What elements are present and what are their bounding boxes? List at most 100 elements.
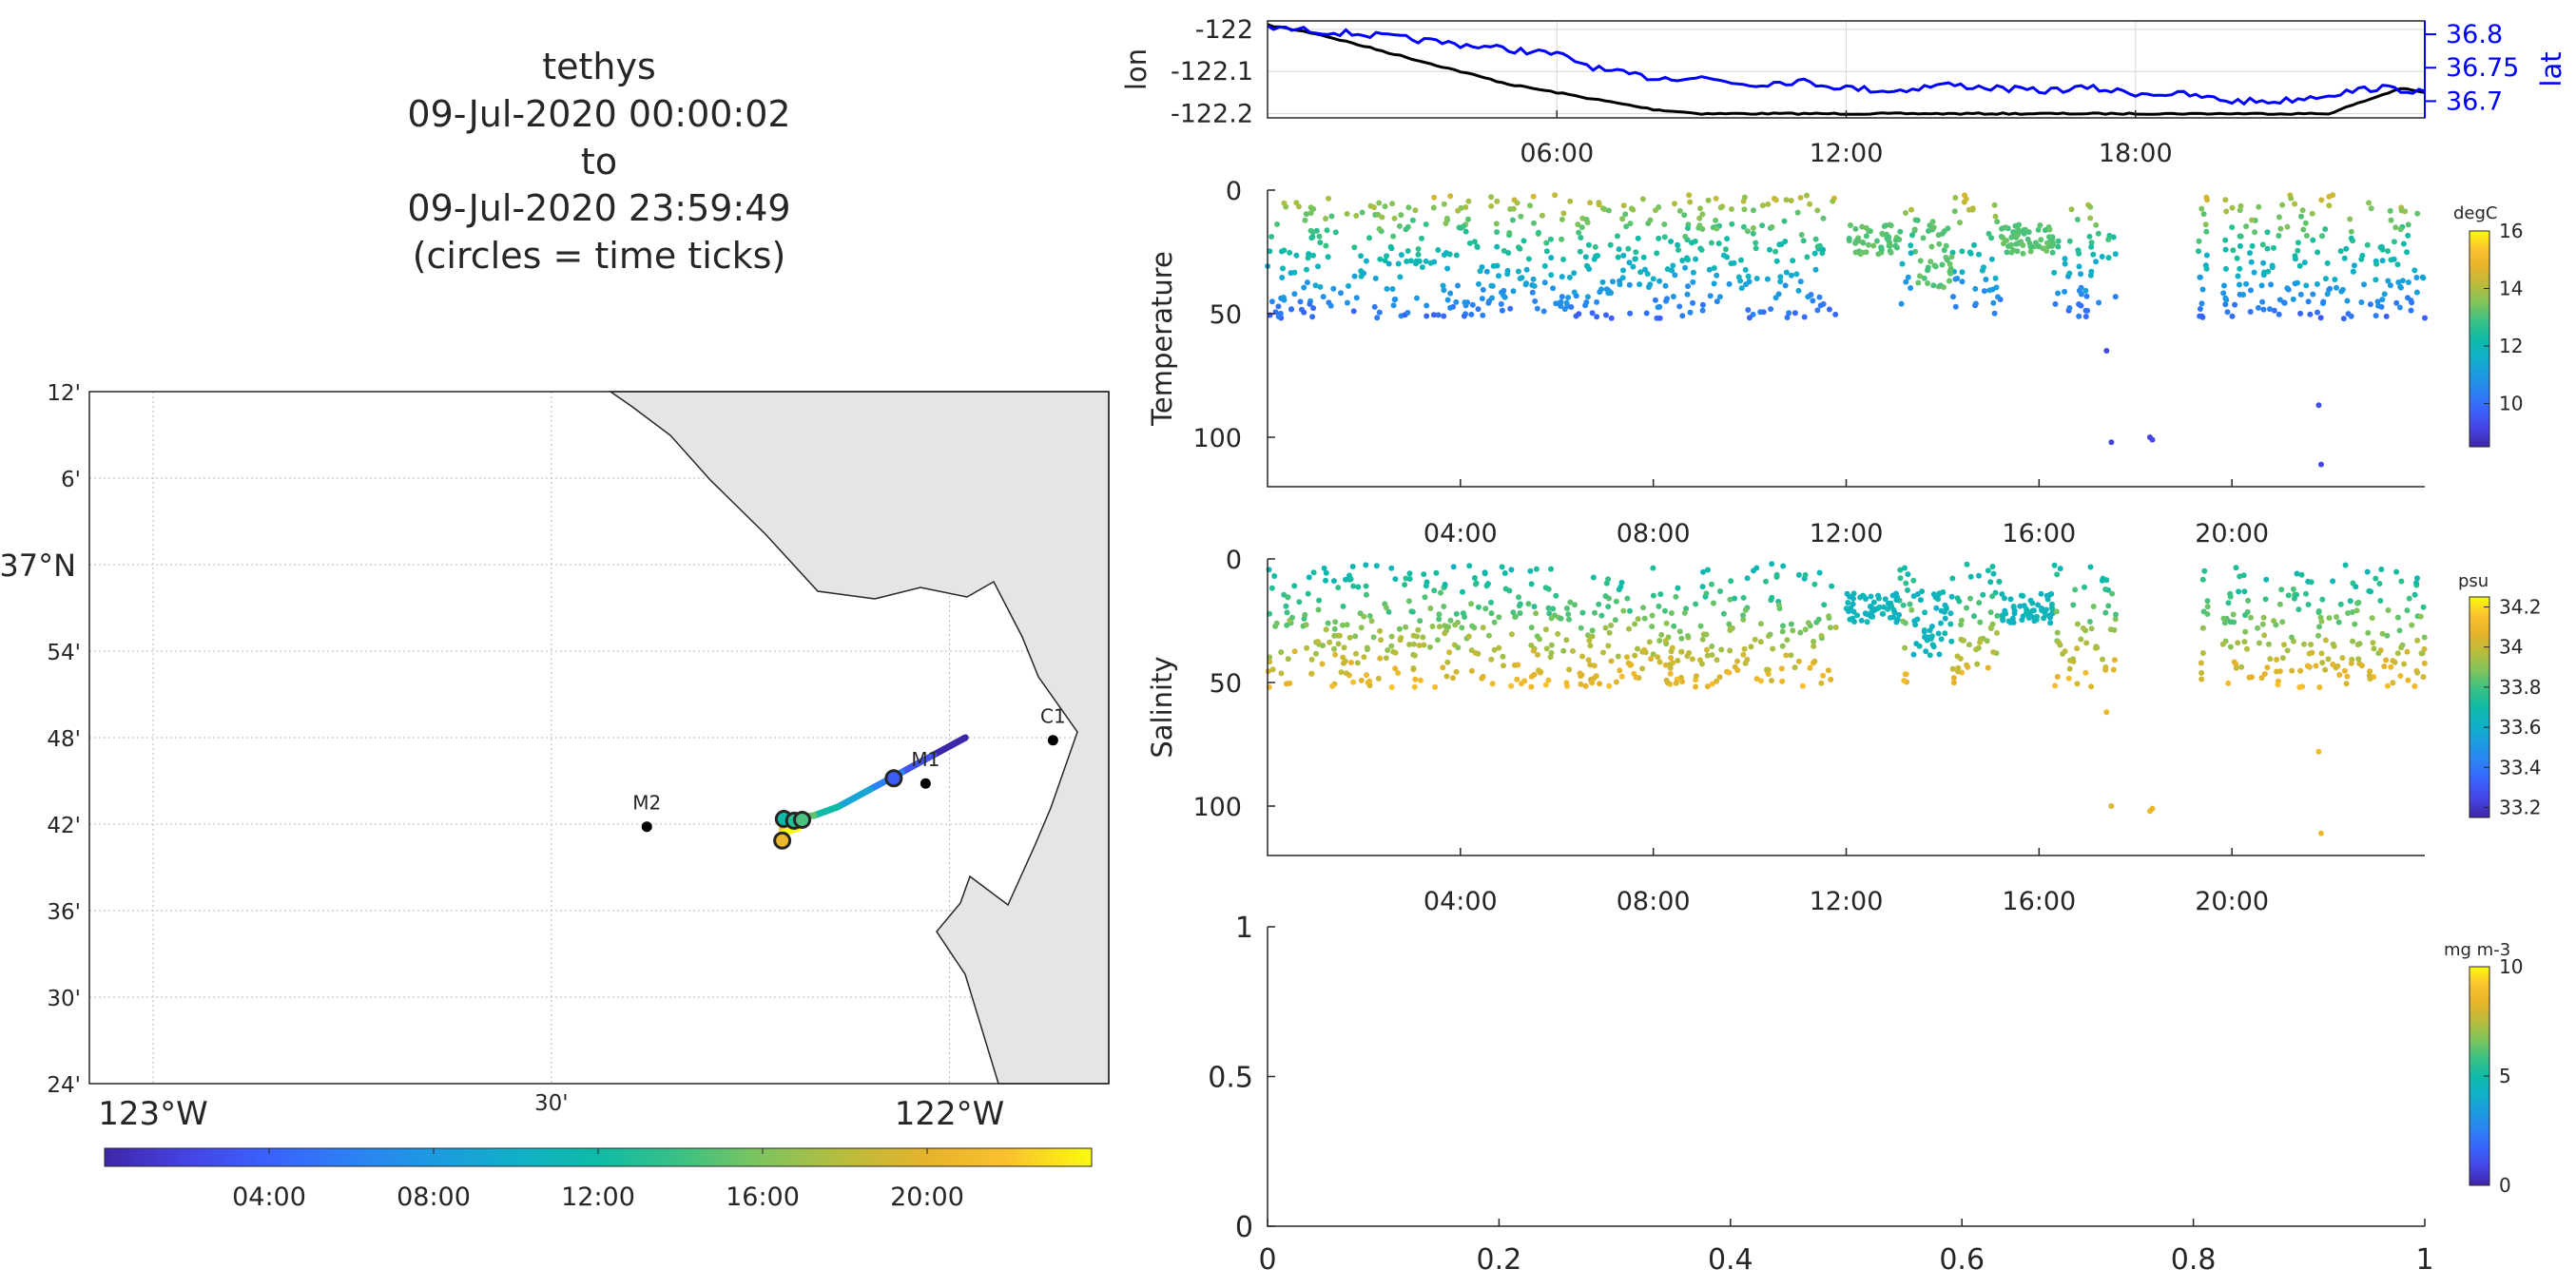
salinity-point — [1465, 633, 1472, 640]
salinity-point — [2033, 616, 2040, 623]
salinity-point — [1825, 667, 1831, 674]
temperature-point — [1675, 247, 1681, 253]
salinity-point — [1767, 631, 1773, 638]
temperature-point — [1423, 221, 1429, 227]
temperature-point — [1465, 198, 1472, 204]
time-tick-circle — [793, 810, 812, 829]
temperature-point — [1685, 225, 1691, 231]
salinity-point — [1484, 581, 1491, 587]
temperature-point — [2237, 242, 2243, 249]
salinity-point — [2385, 682, 2391, 689]
salinity-point — [2149, 805, 2156, 812]
salinity-point — [1352, 633, 1359, 640]
temperature-point — [1786, 310, 1792, 317]
temperature-point — [2008, 249, 2015, 256]
temperature-point — [1929, 219, 1936, 225]
salinity-point — [2198, 669, 2205, 676]
salinity-point — [1608, 658, 1615, 664]
temperature-point — [1309, 229, 1316, 236]
temperature-point — [1441, 201, 1447, 207]
salinity-point — [1468, 647, 1475, 654]
salinity-point — [1592, 609, 1598, 616]
station-label: M2 — [632, 792, 661, 815]
salinity-point — [2339, 655, 2346, 662]
temperature-point — [1316, 233, 1323, 240]
temperature-point — [1768, 306, 1774, 313]
temperature-point — [1817, 302, 1824, 309]
temperature-point — [2087, 215, 2094, 221]
temperature-point — [1384, 285, 1390, 292]
temperature-point — [1948, 254, 1955, 260]
salinity-point — [2317, 830, 2324, 836]
time-colorbar-tick-label: 16:00 — [726, 1182, 800, 1212]
salinity-point — [1460, 610, 1466, 617]
salinity-point — [1335, 641, 1342, 647]
temperature-point — [1444, 297, 1451, 303]
temperature-point — [1353, 295, 1360, 301]
salinity-point — [2074, 681, 2081, 687]
temperature-point — [1670, 294, 1676, 299]
temperature-point — [2027, 243, 2034, 250]
temperature-point — [2284, 285, 2291, 292]
temperature-point — [1462, 204, 1469, 210]
salinity-point — [1890, 614, 1897, 621]
temperature-point — [2013, 240, 2020, 247]
salinity-point — [1606, 629, 1613, 636]
salinity-point — [1548, 615, 1555, 622]
salinity-point — [1269, 666, 1276, 673]
salinity-point — [1863, 610, 1869, 617]
temperature-point — [1530, 276, 1537, 282]
temperature-point — [1927, 259, 1934, 265]
salinity-point — [2275, 682, 2281, 688]
salinity-point — [1977, 619, 1984, 625]
salinity-point — [1331, 645, 1337, 652]
salinity-point — [2235, 640, 2241, 646]
salinity-point — [1816, 569, 1823, 576]
salinity-point — [1868, 593, 1874, 600]
salinity-point — [1432, 683, 1439, 690]
salinity-point — [1727, 647, 1733, 654]
temperature-point — [2083, 293, 2090, 299]
salinity-point — [1768, 597, 1774, 604]
salinity-point — [1365, 646, 1370, 653]
temperature-point — [1764, 276, 1771, 282]
temperature-point — [1404, 310, 1411, 316]
temperature-point — [2385, 278, 2392, 284]
temperature-point — [1777, 274, 1784, 280]
temperature-point — [1724, 254, 1731, 260]
salinity-point — [2043, 592, 2050, 599]
salinity-point — [1315, 639, 1321, 645]
temperature-point — [2001, 240, 2006, 247]
chlorophyll-unit: mg m-3 — [2444, 940, 2510, 960]
temperature-point — [2366, 200, 2373, 206]
x-tick-label: 08:00 — [1617, 519, 1691, 548]
temperature-point — [1346, 282, 1351, 289]
salinity-point — [1488, 610, 1495, 617]
title-line-4: 09-Jul-2020 23:59:49 — [407, 187, 790, 229]
salinity-point — [1433, 569, 1440, 576]
temperature-point — [1552, 192, 1559, 199]
salinity-point — [2342, 562, 2349, 568]
salinity-point — [1471, 625, 1478, 631]
salinity-point — [2420, 674, 2427, 681]
salinity-point — [1949, 665, 1956, 672]
salinity-point — [1704, 683, 1711, 690]
salinity-point — [2027, 597, 2034, 604]
salinity-point — [2227, 590, 2234, 597]
temperature-point — [1403, 226, 1409, 233]
salinity-point — [2414, 669, 2421, 676]
salinity-point — [1795, 571, 1802, 578]
temperature-point — [1793, 271, 1800, 278]
temperature-point — [1310, 305, 1317, 312]
salinity-point — [1438, 589, 1443, 596]
temperature-point — [2314, 280, 2320, 287]
salinity-point — [2313, 663, 2319, 669]
salinity-point — [1283, 603, 1289, 609]
temperature-point — [1782, 282, 1789, 289]
salinity-point — [2107, 626, 2114, 633]
salinity-point — [1999, 591, 2005, 597]
salinity-point — [1648, 656, 1655, 663]
salinity-point — [2390, 680, 2396, 686]
salinity-point — [2230, 611, 2237, 618]
